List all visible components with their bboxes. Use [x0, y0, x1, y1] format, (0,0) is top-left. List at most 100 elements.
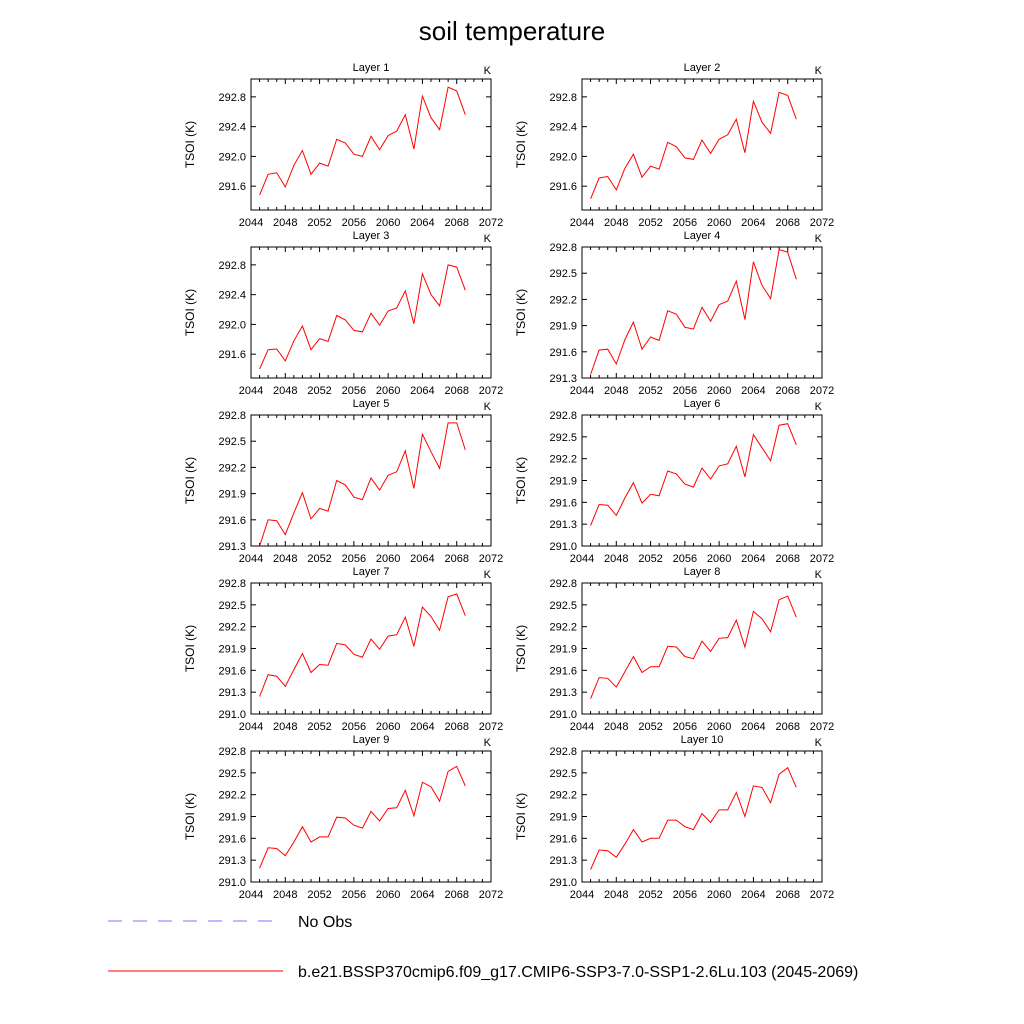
- y-axis-label: TSOI (K): [183, 793, 197, 840]
- y-tick-label: 292.2: [218, 462, 246, 474]
- y-tick-label: 291.9: [218, 812, 246, 824]
- y-tick-label: 291.0: [549, 877, 577, 889]
- y-tick-label: 292.2: [549, 622, 577, 634]
- x-tick-label: 2060: [707, 889, 731, 901]
- x-tick-label: 2048: [273, 721, 297, 733]
- x-tick-label: 2048: [604, 553, 628, 565]
- panel-title-layer-9: Layer 9: [353, 734, 390, 746]
- y-tick-label: 291.3: [549, 855, 577, 867]
- x-tick-label: 2052: [307, 385, 331, 397]
- panel-layer-10: 2044 2048 2052 2056 2060 2064 2068 2072 291.0 291…: [514, 734, 834, 901]
- y-tick-label: 292.2: [549, 790, 577, 802]
- y-tick-label: 292.0: [218, 319, 246, 331]
- x-tick-label: 2044: [239, 553, 263, 565]
- series-line-layer-7: [259, 593, 466, 697]
- panel-title-layer-2: Layer 2: [684, 62, 721, 74]
- y-tick-label: 291.6: [218, 515, 246, 527]
- series-line-layer-6: [590, 423, 797, 526]
- x-tick-label: 2072: [810, 553, 834, 565]
- y-tick-label: 292.2: [218, 622, 246, 634]
- x-tick-label: 2064: [410, 889, 434, 901]
- panel-unit-label: K: [484, 401, 492, 413]
- x-tick-label: 2060: [707, 553, 731, 565]
- y-axis-label: TSOI (K): [514, 625, 528, 672]
- x-tick-label: 2044: [570, 721, 594, 733]
- plot-frame-layer-2: [581, 78, 823, 211]
- plot-frame-layer-10: [581, 750, 823, 883]
- y-tick-label: 291.9: [549, 812, 577, 824]
- y-tick-label: 292.4: [218, 122, 246, 134]
- x-tick-label: 2044: [239, 385, 263, 397]
- x-tick-label: 2056: [673, 721, 697, 733]
- x-tick-label: 2048: [273, 385, 297, 397]
- x-tick-label: 2052: [638, 889, 662, 901]
- y-axis-label: TSOI (K): [183, 457, 197, 504]
- x-tick-label: 2068: [775, 721, 799, 733]
- y-tick-label: 292.5: [549, 768, 577, 780]
- x-tick-label: 2064: [410, 721, 434, 733]
- y-tick-label: 292.0: [549, 151, 577, 163]
- y-axis-label: TSOI (K): [514, 793, 528, 840]
- y-tick-label: 292.4: [218, 290, 246, 302]
- panel-layer-9: 2044 2048 2052 2056 2060 2064 2068 2072 291.0 291…: [183, 734, 503, 901]
- plot-frame-layer-7: [250, 582, 492, 715]
- x-tick-label: 2064: [741, 889, 765, 901]
- y-tick-label: 292.5: [549, 268, 577, 280]
- panel-title-layer-4: Layer 4: [684, 230, 721, 242]
- y-tick-label: 291.3: [549, 519, 577, 531]
- y-tick-label: 292.8: [218, 410, 246, 422]
- x-tick-label: 2052: [307, 553, 331, 565]
- x-tick-label: 2060: [376, 385, 400, 397]
- y-tick-label: 291.6: [549, 347, 577, 359]
- y-tick-label: 291.3: [218, 687, 246, 699]
- series-line-layer-9: [259, 765, 466, 869]
- x-tick-label: 2068: [775, 889, 799, 901]
- y-tick-label: 292.8: [549, 578, 577, 590]
- x-tick-label: 2064: [741, 721, 765, 733]
- series-line-layer-3: [259, 264, 466, 370]
- y-tick-label: 291.9: [218, 644, 246, 656]
- y-tick-label: 291.6: [218, 349, 246, 361]
- x-tick-label: 2044: [570, 385, 594, 397]
- x-tick-label: 2068: [775, 385, 799, 397]
- legend-no-obs-label: No Obs: [298, 914, 352, 931]
- panel-unit-label: K: [815, 737, 823, 749]
- y-tick-label: 291.0: [549, 541, 577, 553]
- panel-title-layer-3: Layer 3: [353, 230, 390, 242]
- x-tick-label: 2072: [810, 217, 834, 229]
- plot-frame-layer-8: [581, 582, 823, 715]
- panel-layer-1: 2044 2048 2052 2056 2060 2064 2068 2072 291.6 292…: [183, 62, 503, 229]
- y-tick-label: 291.3: [218, 855, 246, 867]
- series-line-layer-2: [590, 91, 797, 199]
- x-tick-label: 2056: [342, 385, 366, 397]
- y-tick-label: 291.3: [218, 541, 246, 553]
- panel-layer-2: 2044 2048 2052 2056 2060 2064 2068 2072 291.6 292…: [514, 62, 834, 229]
- panel-title-layer-10: Layer 10: [681, 734, 724, 746]
- legend: No Obs b.e21.BSSP370cmip6.f09_g17.CMIP6-…: [108, 914, 858, 981]
- y-tick-label: 292.4: [549, 122, 577, 134]
- x-tick-label: 2072: [810, 721, 834, 733]
- y-tick-label: 291.9: [218, 489, 246, 501]
- panel-unit-label: K: [815, 401, 823, 413]
- y-tick-label: 292.5: [549, 432, 577, 444]
- y-tick-label: 292.8: [549, 410, 577, 422]
- plot-frame-layer-9: [250, 750, 492, 883]
- y-axis-label: TSOI (K): [183, 289, 197, 336]
- series-line-layer-4: [590, 248, 797, 375]
- x-tick-label: 2072: [810, 385, 834, 397]
- x-tick-label: 2072: [479, 721, 503, 733]
- y-tick-label: 292.2: [549, 294, 577, 306]
- x-tick-label: 2068: [444, 889, 468, 901]
- panel-layer-4: 2044 2048 2052 2056 2060 2064 2068 2072 291.3 291…: [514, 230, 834, 397]
- x-tick-label: 2056: [342, 721, 366, 733]
- x-tick-label: 2056: [673, 553, 697, 565]
- series-line-layer-1: [259, 86, 466, 196]
- x-tick-label: 2052: [638, 553, 662, 565]
- y-tick-label: 291.6: [549, 665, 577, 677]
- x-tick-label: 2060: [707, 217, 731, 229]
- x-tick-label: 2048: [273, 217, 297, 229]
- series-line-layer-5: [259, 422, 466, 547]
- x-tick-label: 2044: [570, 217, 594, 229]
- y-tick-label: 292.8: [549, 92, 577, 104]
